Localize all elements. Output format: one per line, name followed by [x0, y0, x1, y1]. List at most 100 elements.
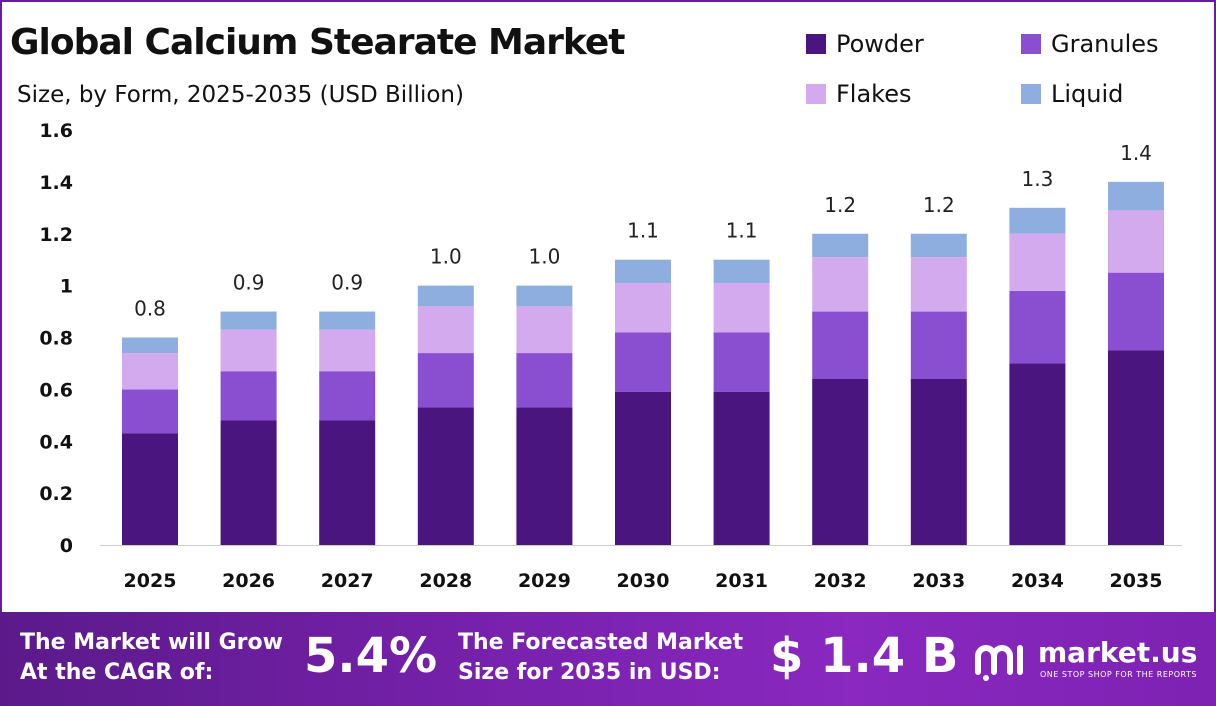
legend-item-flakes: Flakes: [806, 80, 912, 108]
market-us-logo-icon: [975, 645, 1023, 681]
bar-segment-liquid: [220, 311, 277, 330]
bar-total-label: 1.3: [1021, 167, 1053, 191]
bar-segment-liquid: [319, 311, 376, 330]
legend-label-powder: Powder: [836, 30, 924, 58]
y-tick-label: 0.2: [39, 483, 73, 505]
x-tick-label: 2033: [912, 570, 965, 592]
bar-total-label: 1.4: [1120, 141, 1152, 165]
bar-segment-granules: [615, 332, 671, 392]
y-tick-label: 1.4: [39, 172, 73, 194]
bar-total-label: 0.9: [233, 271, 265, 295]
chart-title: Global Calcium Stearate Market: [10, 22, 625, 63]
bar-segment-powder: [516, 407, 573, 545]
bar-segment-powder: [1009, 363, 1066, 545]
bar-segment-flakes: [1009, 233, 1066, 291]
brand-tagline: ONE STOP SHOP FOR THE REPORTS: [1040, 670, 1197, 679]
cagr-label-line1: The Market will Grow: [20, 630, 283, 655]
bar-segment-liquid: [812, 233, 869, 258]
bar-segment-powder: [319, 420, 376, 545]
bar-segment-flakes: [713, 283, 770, 333]
bar-total-label: 1.0: [528, 245, 560, 269]
bar-segment-flakes: [516, 306, 573, 354]
bar-segment-powder: [812, 379, 869, 545]
bar-segment-powder: [910, 379, 967, 545]
bar-segment-powder: [713, 391, 770, 545]
x-tick-label: 2027: [321, 570, 374, 592]
bar-segment-granules: [516, 353, 573, 408]
legend-label-granules: Granules: [1051, 30, 1159, 58]
bar-segment-powder: [220, 420, 277, 545]
bar-segment-granules: [417, 353, 474, 408]
x-tick-label: 2034: [1011, 570, 1064, 592]
bar-total-label: 1.1: [627, 219, 659, 243]
legend-item-powder: Powder: [806, 30, 924, 58]
bar-segment-granules: [1108, 272, 1164, 351]
footer-banner: The Market will Grow At the CAGR of: 5.4…: [0, 612, 1216, 706]
bar-segment-granules: [319, 371, 376, 421]
bar-segment-granules: [220, 371, 277, 421]
bar-segment-powder: [1108, 350, 1164, 545]
x-tick-label: 2031: [715, 570, 768, 592]
bar-segment-flakes: [417, 306, 474, 354]
legend-swatch-granules: [1021, 34, 1041, 54]
x-tick-label: 2026: [222, 570, 275, 592]
bar-segment-liquid: [910, 233, 967, 258]
forecast-label-line2: Size for 2035 in USD:: [458, 660, 721, 685]
bar-segment-granules: [812, 311, 869, 379]
forecast-value: $ 1.4 B: [770, 628, 959, 684]
bar-segment-flakes: [220, 329, 277, 372]
bar-total-label: 0.9: [331, 271, 363, 295]
x-tick-label: 2030: [617, 570, 670, 592]
x-tick-label: 2025: [124, 570, 177, 592]
bar-segment-liquid: [516, 285, 573, 307]
y-tick-label: 0.6: [39, 379, 73, 401]
brand-name: market.us: [1038, 636, 1198, 669]
legend-label-liquid: Liquid: [1051, 80, 1124, 108]
y-tick-label: 0.8: [39, 328, 73, 350]
bar-total-label: 1.1: [726, 219, 758, 243]
bar-segment-liquid: [615, 259, 671, 284]
legend-item-granules: Granules: [1021, 30, 1159, 58]
x-tick-label: 2032: [814, 570, 867, 592]
y-tick-label: 1.6: [39, 120, 73, 142]
x-tick-label: 2029: [518, 570, 571, 592]
chart-subtitle: Size, by Form, 2025-2035 (USD Billion): [17, 82, 464, 108]
y-tick-label: 1: [60, 276, 73, 298]
bar-segment-powder: [122, 433, 178, 545]
x-tick-label: 2035: [1110, 570, 1163, 592]
bar-segment-liquid: [1108, 181, 1164, 211]
bar-segment-granules: [713, 332, 770, 392]
bar-segment-granules: [122, 389, 178, 434]
bar-segment-powder: [417, 407, 474, 545]
legend-swatch-powder: [806, 34, 826, 54]
bar-segment-liquid: [1009, 207, 1066, 234]
legend-swatch-liquid: [1021, 84, 1041, 104]
y-tick-label: 0: [60, 535, 73, 557]
bar-segment-flakes: [812, 257, 869, 312]
stacked-bar-chart: 0 0.2 0.4 0.6 0.8 1 1.2 1.4 1.6 0.8 2025 0.9 2026 0.9…: [39, 120, 1182, 592]
cagr-label-line2: At the CAGR of:: [20, 660, 214, 685]
forecast-label: The Forecasted Market Size for 2035 in U…: [458, 628, 743, 688]
bar-segment-powder: [615, 391, 671, 545]
y-tick-label: 1.2: [39, 224, 73, 246]
bar-segment-liquid: [713, 259, 770, 284]
bar-segment-liquid: [122, 337, 178, 354]
bar-segment-flakes: [1108, 210, 1164, 273]
x-tick-label: 2028: [419, 570, 472, 592]
legend-label-flakes: Flakes: [836, 80, 912, 108]
bar-segment-granules: [1009, 290, 1066, 364]
bar-segment-granules: [910, 311, 967, 379]
bar-total-label: 0.8: [134, 297, 166, 321]
cagr-value: 5.4%: [304, 628, 438, 684]
y-tick-label: 0.4: [39, 431, 73, 453]
brand-logo: market.us ONE STOP SHOP FOR THE REPORTS: [972, 632, 1202, 688]
cagr-label: The Market will Grow At the CAGR of:: [20, 628, 283, 688]
forecast-label-line1: The Forecasted Market: [458, 630, 744, 655]
bar-segment-flakes: [615, 283, 671, 333]
legend-swatch-flakes: [806, 84, 826, 104]
bar-total-label: 1.0: [430, 245, 462, 269]
bar-segment-flakes: [319, 329, 376, 372]
bar-segment-flakes: [910, 257, 967, 312]
legend-item-liquid: Liquid: [1021, 80, 1123, 108]
bar-segment-liquid: [417, 285, 474, 307]
